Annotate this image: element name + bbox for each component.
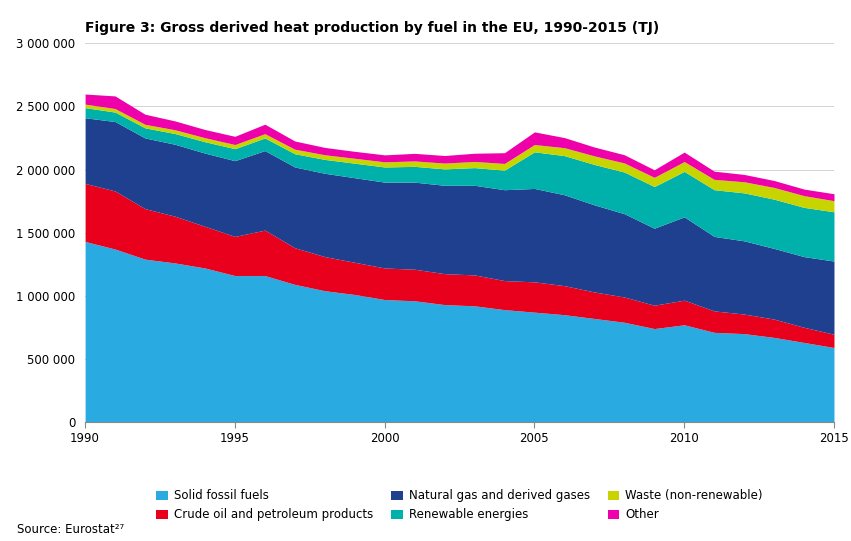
Text: Source: Eurostat²⁷: Source: Eurostat²⁷ <box>17 523 124 536</box>
Text: Figure 3: Gross derived heat production by fuel in the EU, 1990-2015 (TJ): Figure 3: Gross derived heat production … <box>85 21 660 35</box>
Legend: Solid fossil fuels, Crude oil and petroleum products, Natural gas and derived ga: Solid fossil fuels, Crude oil and petrol… <box>151 485 768 526</box>
